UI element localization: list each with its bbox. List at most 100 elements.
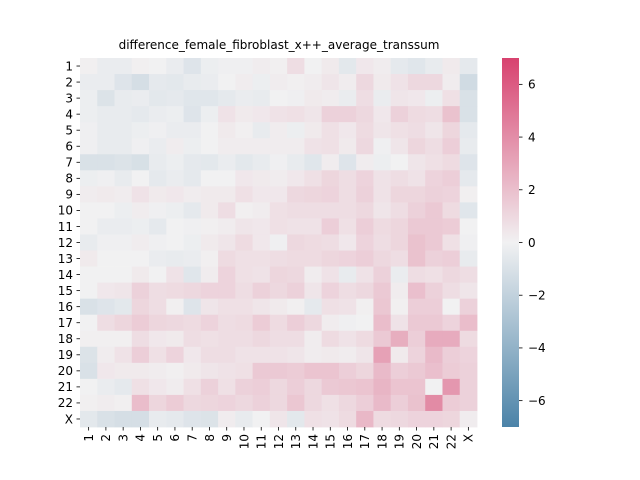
heatmap-cell <box>235 170 254 187</box>
heatmap-cell <box>166 394 184 412</box>
heatmap-cell <box>149 138 167 155</box>
colorbar-tick-label: −6 <box>528 394 546 408</box>
heatmap-cell <box>442 106 461 123</box>
heatmap-cell <box>304 266 323 284</box>
heatmap-cell <box>287 170 305 187</box>
heatmap-cell <box>407 58 426 75</box>
heatmap-cell <box>321 122 340 139</box>
heatmap-cell <box>459 410 478 428</box>
heatmap-cell <box>235 378 254 396</box>
heatmap-cell <box>183 74 202 91</box>
heatmap-cell <box>114 362 133 380</box>
heatmap-cell <box>269 314 288 332</box>
heatmap-cell <box>304 90 323 107</box>
heatmap-cell <box>459 154 478 171</box>
heatmap-cell <box>407 378 426 396</box>
heatmap-cell <box>269 282 288 300</box>
heatmap-cell <box>131 410 150 428</box>
heatmap-cell <box>321 154 340 171</box>
heatmap-cell <box>131 202 150 219</box>
heatmap-cell <box>80 282 98 300</box>
heatmap-cell <box>390 378 409 396</box>
heatmap-cell <box>97 330 115 348</box>
heatmap-cell <box>252 282 271 300</box>
y-tick-label: 11 <box>58 220 73 234</box>
heatmap-cell <box>304 74 323 91</box>
heatmap-cell <box>390 154 409 171</box>
heatmap-cell <box>287 282 305 300</box>
heatmap-cell <box>425 378 443 396</box>
heatmap-cell <box>459 202 478 219</box>
heatmap-cell <box>338 138 357 155</box>
heatmap-cell <box>338 90 357 107</box>
heatmap-cell <box>321 346 340 364</box>
heatmap-cell <box>97 202 115 219</box>
heatmap-cell <box>183 362 202 380</box>
heatmap-cell <box>304 250 323 267</box>
heatmap-cell <box>356 394 374 412</box>
heatmap-cell <box>442 362 461 380</box>
heatmap-cell <box>183 282 202 300</box>
heatmap-cell <box>80 90 98 107</box>
heatmap-cell <box>166 74 184 91</box>
heatmap-cell <box>287 58 305 75</box>
heatmap-cell <box>338 202 357 219</box>
heatmap-cell <box>321 394 340 412</box>
heatmap-cell <box>356 298 374 316</box>
heatmap-cell <box>200 314 219 332</box>
x-tick-label: 11 <box>255 434 269 449</box>
heatmap-cell <box>356 378 374 396</box>
y-tick-label: 4 <box>65 107 73 121</box>
heatmap-cell <box>149 90 167 107</box>
heatmap-cell <box>80 234 98 251</box>
heatmap-cell <box>218 170 236 187</box>
heatmap-cell <box>252 346 271 364</box>
heatmap-cell <box>252 58 271 75</box>
heatmap-cell <box>218 394 236 412</box>
heatmap-cell <box>390 410 409 428</box>
heatmap-cell <box>304 170 323 187</box>
heatmap-cell <box>442 186 461 203</box>
heatmap-cell <box>183 346 202 364</box>
heatmap-cell <box>321 330 340 348</box>
y-tick-label: 5 <box>65 123 73 137</box>
heatmap-cell <box>114 298 133 316</box>
heatmap-cell <box>321 170 340 187</box>
heatmap-cell <box>321 410 340 428</box>
heatmap-cell <box>269 218 288 235</box>
heatmap-cell <box>252 106 271 123</box>
heatmap-cell <box>390 170 409 187</box>
heatmap-cell <box>442 250 461 267</box>
heatmap-cell <box>442 298 461 316</box>
heatmap-cell <box>373 250 392 267</box>
heatmap-cell <box>425 250 443 267</box>
heatmap-cell <box>131 106 150 123</box>
heatmap-cell <box>338 154 357 171</box>
heatmap-cell <box>356 266 374 284</box>
y-tick-label: 1 <box>65 59 73 73</box>
heatmap-cell <box>442 218 461 235</box>
heatmap-cell <box>304 298 323 316</box>
x-tick-label: 20 <box>410 434 424 449</box>
heatmap-cell <box>80 330 98 348</box>
heatmap-cell <box>407 362 426 380</box>
heatmap-cell <box>166 186 184 203</box>
heatmap-cell <box>97 314 115 332</box>
heatmap-cell <box>252 394 271 412</box>
heatmap-cell <box>114 90 133 107</box>
heatmap-cell <box>97 90 115 107</box>
heatmap-cell <box>200 266 219 284</box>
heatmap-cell <box>131 186 150 203</box>
heatmap-cell <box>407 314 426 332</box>
heatmap-cell <box>442 170 461 187</box>
heatmap-cell <box>131 298 150 316</box>
heatmap-cell <box>442 410 461 428</box>
x-tick-label: 16 <box>341 434 355 449</box>
heatmap-cell <box>235 314 254 332</box>
heatmap-cell <box>459 282 478 300</box>
heatmap-cell <box>407 154 426 171</box>
heatmap-cell <box>166 138 184 155</box>
heatmap-cell <box>407 138 426 155</box>
heatmap-cell <box>114 410 133 428</box>
heatmap-cell <box>149 378 167 396</box>
